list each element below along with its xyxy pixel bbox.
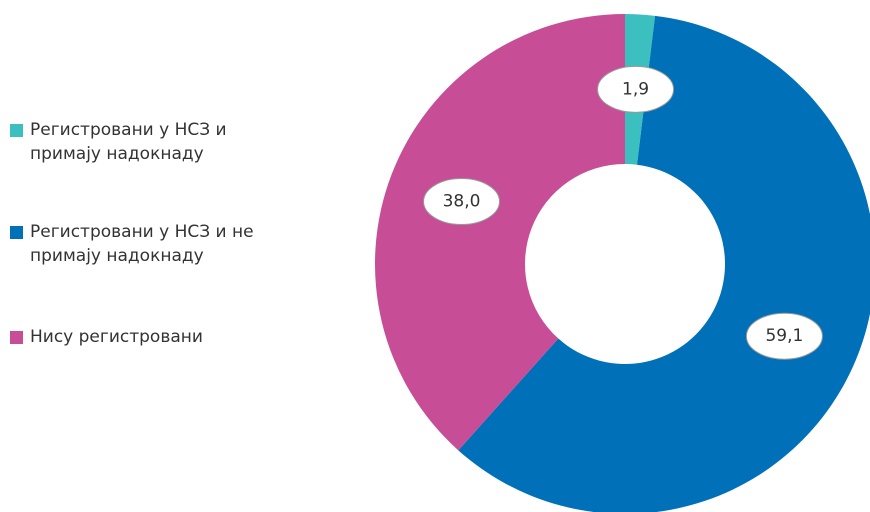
legend-swatch — [10, 226, 23, 239]
donut-slice — [375, 14, 625, 451]
donut-slice — [458, 15, 870, 512]
legend-swatch — [10, 124, 23, 137]
legend-item: Регистровани у НСЗ и примају надокнаду — [10, 118, 280, 166]
data-label: 59,1 — [765, 326, 803, 346]
data-label: 1,9 — [622, 79, 649, 99]
legend-item: Нису регистровани — [10, 325, 280, 349]
legend-item: Регистровани у НСЗ и не примају надокнад… — [10, 220, 280, 268]
label-bubble — [423, 178, 501, 226]
label-bubble — [597, 65, 675, 113]
legend-label: Нису регистровани — [30, 327, 203, 347]
legend-label: Регистровани у НСЗ и не примају надокнад… — [30, 222, 254, 266]
legend-swatch — [10, 331, 23, 344]
label-bubble — [745, 312, 823, 360]
legend-label: Регистровани у НСЗ и примају надокнаду — [30, 120, 227, 164]
data-label: 38,0 — [443, 192, 481, 212]
